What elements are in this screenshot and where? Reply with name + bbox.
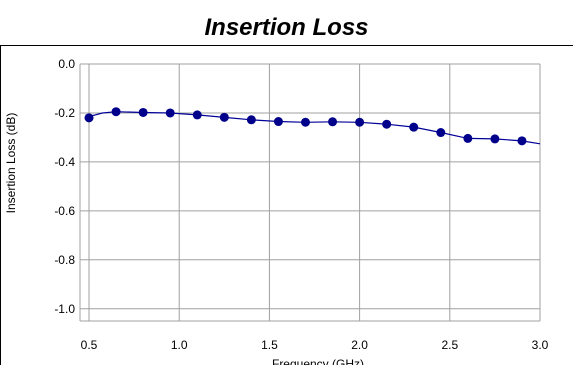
x-tick-label: 0.5: [81, 338, 98, 352]
x-tick-label: 2.5: [441, 338, 458, 352]
data-point: [273, 117, 283, 127]
data-point: [517, 136, 527, 146]
y-tick-label: 0.0: [58, 57, 75, 71]
y-axis-label: Insertion Loss (dB): [4, 113, 18, 214]
data-point: [111, 107, 121, 117]
data-point: [246, 115, 256, 125]
y-tick-label: -0.4: [54, 155, 75, 169]
x-tick-label: 3.0: [532, 338, 549, 352]
data-point: [490, 134, 500, 144]
data-point: [165, 108, 175, 118]
data-point: [84, 113, 94, 123]
data-point: [300, 117, 310, 127]
x-axis-label: Frequency (GHz): [272, 357, 364, 365]
x-tick-label: 1.0: [171, 338, 188, 352]
data-point: [328, 117, 338, 127]
y-tick-label: -0.8: [54, 253, 75, 267]
y-tick-label: -1.0: [54, 302, 75, 316]
y-tick-label: -0.6: [54, 204, 75, 218]
data-point: [409, 122, 419, 132]
chart-frame: [0, 45, 573, 365]
data-point: [192, 110, 202, 120]
series-line: [88, 111, 541, 145]
data-point: [382, 119, 392, 129]
x-tick-label: 1.5: [261, 338, 278, 352]
data-point: [355, 117, 365, 127]
data-point: [436, 128, 446, 138]
data-point: [463, 133, 473, 143]
chart-title: Insertion Loss: [204, 14, 369, 41]
x-tick-label: 2.0: [351, 338, 368, 352]
y-tick-label: -0.2: [54, 106, 75, 120]
data-point: [219, 112, 229, 122]
data-point: [138, 107, 148, 117]
